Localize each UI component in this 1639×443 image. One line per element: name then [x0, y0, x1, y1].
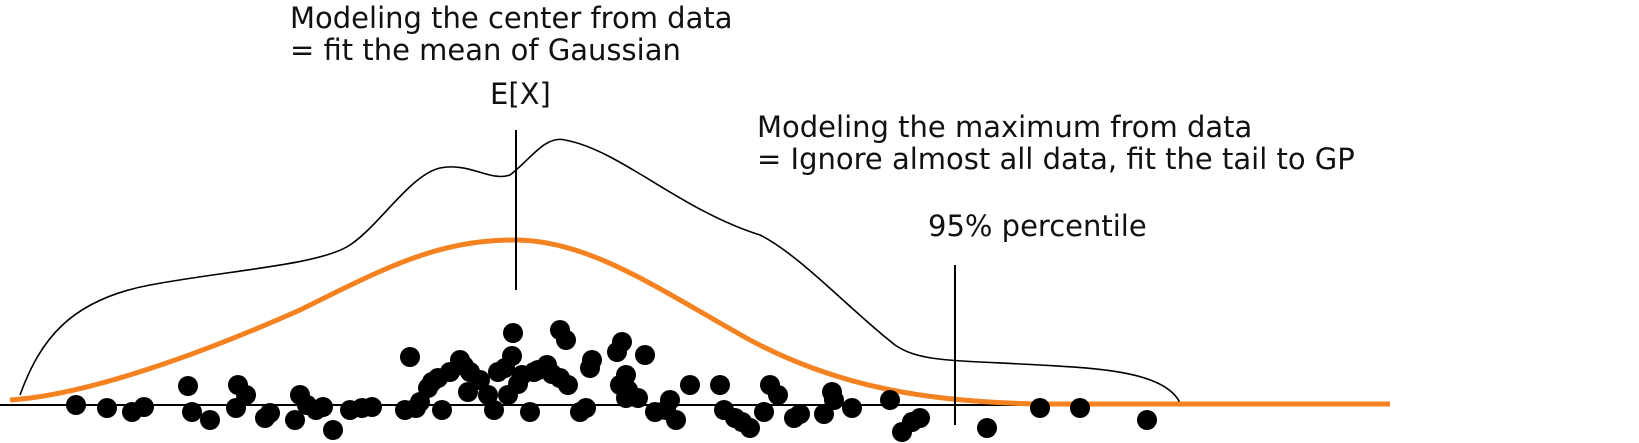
- data-point: [178, 376, 198, 396]
- data-point: [824, 390, 844, 410]
- percentile-label: 95% percentile: [928, 209, 1147, 243]
- gaussian-fit-curve: [9, 237, 1390, 407]
- data-point: [1137, 410, 1157, 430]
- data-point: [754, 402, 774, 422]
- data-point: [400, 347, 420, 367]
- empirical-density-curve: [19, 138, 1181, 404]
- max-annotation-line1: Modeling the maximum from data: [757, 110, 1253, 144]
- data-point: [680, 375, 700, 395]
- data-point: [635, 345, 655, 365]
- data-point: [612, 332, 632, 352]
- data-point: [285, 410, 305, 430]
- center-annotation-line2: = fit the mean of Gaussian: [290, 33, 681, 67]
- data-point: [134, 397, 154, 417]
- data-point: [432, 400, 452, 420]
- data-point: [1070, 398, 1090, 418]
- data-point: [1030, 398, 1050, 418]
- data-point: [323, 420, 343, 440]
- data-point: [260, 403, 280, 423]
- data-point: [313, 397, 333, 417]
- data-point: [484, 400, 504, 420]
- data-point: [200, 410, 220, 430]
- max-annotation-line2: = Ignore almost all data, fit the tail t…: [757, 142, 1355, 176]
- data-point: [666, 410, 686, 430]
- data-point: [842, 398, 862, 418]
- data-point: [502, 346, 522, 366]
- data-point: [880, 390, 900, 410]
- data-point: [628, 388, 648, 408]
- data-point: [520, 402, 540, 422]
- data-point: [910, 408, 930, 428]
- data-point: [470, 370, 490, 390]
- data-point: [710, 375, 730, 395]
- data-point: [790, 404, 810, 424]
- data-point: [814, 404, 834, 424]
- data-point: [576, 398, 596, 418]
- data-point: [582, 350, 602, 370]
- data-point: [97, 398, 117, 418]
- data-point: [660, 390, 680, 410]
- data-point: [556, 330, 576, 350]
- data-point: [768, 385, 788, 405]
- mean-label: E[X]: [490, 77, 551, 111]
- data-points: [66, 320, 1157, 442]
- data-point: [478, 385, 498, 405]
- data-point: [740, 418, 760, 438]
- data-point: [977, 418, 997, 438]
- center-annotation-line1: Modeling the center from data: [290, 1, 733, 35]
- data-point: [362, 397, 382, 417]
- data-point: [503, 323, 523, 343]
- data-point: [236, 385, 256, 405]
- data-point: [66, 395, 86, 415]
- data-point: [182, 402, 202, 422]
- data-point: [558, 375, 578, 395]
